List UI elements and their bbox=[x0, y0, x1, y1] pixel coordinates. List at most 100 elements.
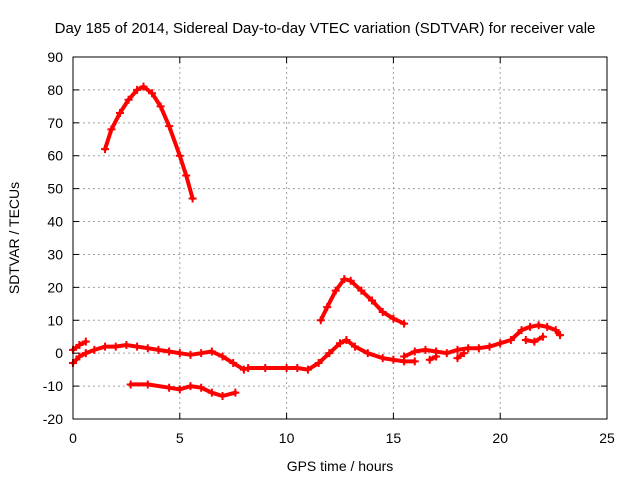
x-tick-label: 5 bbox=[176, 430, 184, 446]
data-point bbox=[350, 342, 359, 351]
data-point bbox=[474, 344, 483, 353]
x-tick-label: 15 bbox=[386, 430, 402, 446]
data-point bbox=[453, 354, 462, 363]
data-point bbox=[231, 388, 240, 397]
data-point bbox=[133, 85, 142, 94]
data-point bbox=[101, 342, 110, 351]
data-point bbox=[126, 380, 135, 389]
data-point bbox=[303, 365, 312, 374]
series-line bbox=[103, 84, 195, 201]
data-point bbox=[154, 345, 163, 354]
grid bbox=[73, 57, 607, 419]
series-arc-negative bbox=[126, 380, 240, 400]
y-tick-label: 40 bbox=[47, 214, 63, 230]
data-point bbox=[188, 194, 197, 203]
data-point bbox=[464, 344, 473, 353]
data-point bbox=[551, 326, 560, 335]
data-point bbox=[336, 339, 344, 348]
data-point bbox=[75, 352, 84, 361]
data-point bbox=[389, 355, 398, 364]
data-point bbox=[282, 363, 291, 372]
data-point bbox=[124, 95, 133, 104]
data-point bbox=[165, 383, 174, 392]
data-point bbox=[165, 347, 174, 356]
data-point bbox=[111, 342, 120, 351]
data-point bbox=[186, 382, 195, 391]
data-point bbox=[534, 321, 543, 330]
data-point bbox=[346, 276, 355, 285]
data-point bbox=[410, 347, 419, 356]
data-point bbox=[197, 349, 206, 358]
x-tick-label: 25 bbox=[599, 430, 615, 446]
series-arc-high-early bbox=[101, 82, 197, 203]
data-point bbox=[432, 352, 441, 361]
y-tick-label: 70 bbox=[47, 115, 63, 131]
y-tick-label: 90 bbox=[47, 49, 63, 65]
y-tick-label: 80 bbox=[47, 82, 63, 98]
data-point bbox=[400, 319, 409, 328]
data-point bbox=[186, 350, 195, 359]
y-axis-label: SDTVAR / TECUs bbox=[6, 182, 22, 294]
data-point bbox=[485, 342, 494, 351]
y-tick-label: 20 bbox=[47, 279, 63, 295]
series-arc-late-lower2 bbox=[521, 332, 547, 346]
data-point bbox=[363, 349, 372, 358]
y-tick-label: 10 bbox=[47, 312, 63, 328]
data-point bbox=[101, 145, 110, 154]
data-point bbox=[293, 363, 302, 372]
data-point bbox=[556, 331, 565, 340]
y-tick-label: 0 bbox=[55, 345, 63, 361]
data-point bbox=[342, 336, 351, 345]
data-point bbox=[453, 345, 462, 354]
data-point bbox=[239, 365, 248, 374]
chart-title: Day 185 of 2014, Sidereal Day-to-day VTE… bbox=[55, 20, 596, 37]
data-point bbox=[122, 340, 131, 349]
x-tick-label: 10 bbox=[279, 430, 295, 446]
data-point bbox=[421, 345, 430, 354]
data-point bbox=[229, 359, 238, 368]
data-point bbox=[81, 349, 90, 358]
y-tick-label: -20 bbox=[43, 411, 63, 427]
data-point bbox=[197, 383, 206, 392]
y-tick-label: 50 bbox=[47, 181, 63, 197]
data-point bbox=[357, 286, 366, 295]
y-tick-label: -10 bbox=[43, 378, 63, 394]
data-point bbox=[156, 102, 165, 111]
data-point bbox=[81, 337, 90, 346]
data-point bbox=[496, 339, 505, 348]
series-arc-late bbox=[400, 321, 565, 361]
data-point bbox=[165, 122, 174, 131]
data-point bbox=[143, 380, 152, 389]
data-point bbox=[133, 342, 142, 351]
data-point bbox=[139, 82, 148, 91]
data-point bbox=[425, 355, 434, 364]
data-point bbox=[148, 89, 157, 98]
data-point bbox=[459, 349, 468, 358]
plot-frame bbox=[72, 56, 608, 420]
data-point bbox=[521, 336, 530, 345]
series-line bbox=[246, 338, 417, 372]
data-point bbox=[389, 314, 398, 323]
data-point bbox=[207, 347, 216, 356]
data-point bbox=[261, 363, 270, 372]
series-layer bbox=[69, 82, 565, 400]
data-point bbox=[340, 275, 349, 284]
data-point bbox=[543, 322, 552, 331]
data-point bbox=[378, 308, 387, 317]
data-point bbox=[143, 344, 152, 353]
data-point bbox=[368, 296, 377, 305]
data-point bbox=[182, 171, 191, 180]
data-point bbox=[175, 349, 184, 358]
data-point bbox=[538, 332, 547, 341]
series-line bbox=[318, 277, 407, 326]
series-arc-low-early bbox=[69, 340, 248, 374]
data-point bbox=[442, 349, 451, 358]
x-axis-label: GPS time / hours bbox=[287, 458, 394, 474]
data-point bbox=[530, 337, 539, 346]
data-point bbox=[107, 125, 116, 134]
data-point bbox=[90, 345, 99, 354]
data-point bbox=[314, 359, 323, 368]
data-point bbox=[506, 336, 515, 345]
x-tick-label: 20 bbox=[492, 430, 508, 446]
series-arc-peak-mid bbox=[316, 275, 409, 328]
